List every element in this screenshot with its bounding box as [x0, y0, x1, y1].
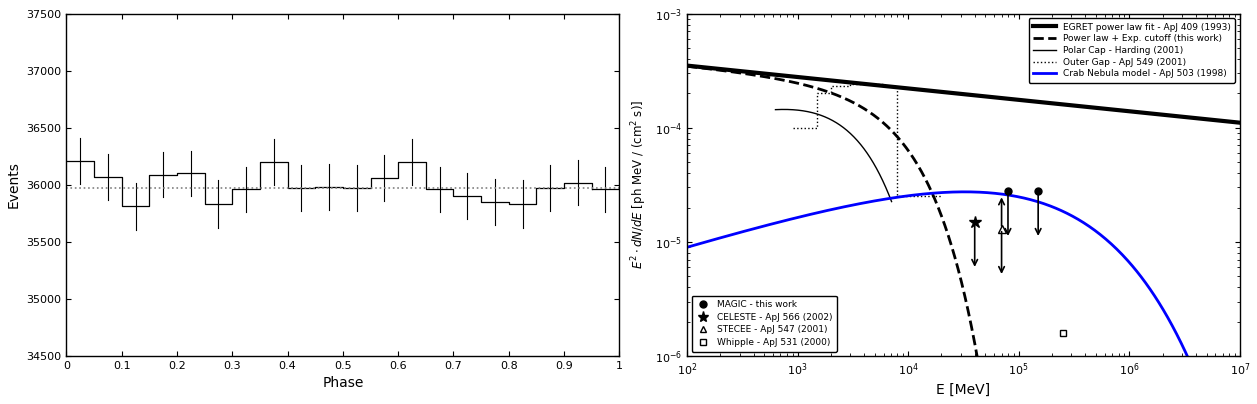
Y-axis label: Events: Events	[8, 161, 21, 208]
Polar Cap - Harding (2001)	[776, 107, 791, 112]
Outer Gap - ApJ 549 (2001)	[856, 82, 871, 87]
Power law + Exp. cutoff (this work)	[930, 202, 945, 207]
EGRET power law fit - ApJ 409 (1993)	[1060, 102, 1075, 107]
Line: Polar Cap - Harding (2001): Polar Cap - Harding (2001)	[776, 109, 891, 202]
EGRET power law fit - ApJ 409 (1993)	[1232, 120, 1247, 125]
Legend: MAGIC - this work, CELESTE - ApJ 566 (2002), STECEE - ApJ 547 (2001), Whipple - : MAGIC - this work, CELESTE - ApJ 566 (20…	[691, 296, 837, 351]
X-axis label: E [MeV]: E [MeV]	[936, 383, 991, 397]
EGRET power law fit - ApJ 409 (1993)	[1120, 109, 1135, 114]
Outer Gap - ApJ 549 (2001)	[784, 125, 799, 130]
Outer Gap - ApJ 549 (2001)	[823, 84, 838, 89]
Power law + Exp. cutoff (this work)	[789, 80, 804, 85]
Polar Cap - Harding (2001)	[884, 199, 899, 204]
EGRET power law fit - ApJ 409 (1993)	[735, 69, 750, 74]
Outer Gap - ApJ 549 (2001)	[798, 125, 813, 130]
Outer Gap - ApJ 549 (2001)	[900, 194, 915, 199]
Polar Cap - Harding (2001)	[768, 107, 783, 112]
Line: Crab Nebula model - ApJ 503 (1998): Crab Nebula model - ApJ 503 (1998)	[688, 192, 1239, 404]
Line: Power law + Exp. cutoff (this work): Power law + Exp. cutoff (this work)	[688, 66, 1085, 404]
Outer Gap - ApJ 549 (2001)	[890, 194, 905, 199]
Polar Cap - Harding (2001)	[837, 126, 852, 131]
Crab Nebula model - ApJ 503 (1998)	[1009, 194, 1024, 199]
Polar Cap - Harding (2001)	[837, 126, 852, 131]
Crab Nebula model - ApJ 503 (1998)	[945, 189, 960, 194]
EGRET power law fit - ApJ 409 (1993)	[680, 63, 695, 68]
Crab Nebula model - ApJ 503 (1998)	[680, 245, 695, 250]
EGRET power law fit - ApJ 409 (1993)	[923, 88, 938, 93]
Crab Nebula model - ApJ 503 (1998)	[1134, 275, 1149, 280]
Power law + Exp. cutoff (this work)	[768, 76, 783, 81]
X-axis label: Phase: Phase	[322, 377, 363, 390]
Power law + Exp. cutoff (this work)	[680, 64, 695, 69]
Polar Cap - Harding (2001)	[768, 107, 783, 112]
Outer Gap - ApJ 549 (2001)	[810, 91, 825, 96]
Polar Cap - Harding (2001)	[866, 161, 881, 166]
Outer Gap - ApJ 549 (2001)	[876, 84, 891, 89]
Polar Cap - Harding (2001)	[874, 175, 889, 180]
Polar Cap - Harding (2001)	[840, 128, 855, 133]
Crab Nebula model - ApJ 503 (1998)	[941, 190, 957, 195]
Power law + Exp. cutoff (this work)	[941, 235, 957, 240]
EGRET power law fit - ApJ 409 (1993)	[903, 86, 918, 91]
Power law + Exp. cutoff (this work)	[686, 65, 701, 69]
Outer Gap - ApJ 549 (2001)	[920, 194, 935, 199]
Power law + Exp. cutoff (this work)	[728, 70, 743, 75]
Line: EGRET power law fit - ApJ 409 (1993): EGRET power law fit - ApJ 409 (1993)	[688, 65, 1239, 123]
Crab Nebula model - ApJ 503 (1998)	[979, 190, 994, 195]
Outer Gap - ApJ 549 (2001)	[842, 82, 857, 87]
EGRET power law fit - ApJ 409 (1993)	[1110, 108, 1125, 113]
Y-axis label: $E^2 \cdot dN/dE$ [ph MeV / (cm$^2$ s)]: $E^2 \cdot dN/dE$ [ph MeV / (cm$^2$ s)]	[630, 100, 650, 269]
Crab Nebula model - ApJ 503 (1998)	[958, 189, 973, 194]
Outer Gap - ApJ 549 (2001)	[934, 194, 949, 199]
Line: Outer Gap - ApJ 549 (2001): Outer Gap - ApJ 549 (2001)	[792, 84, 941, 196]
